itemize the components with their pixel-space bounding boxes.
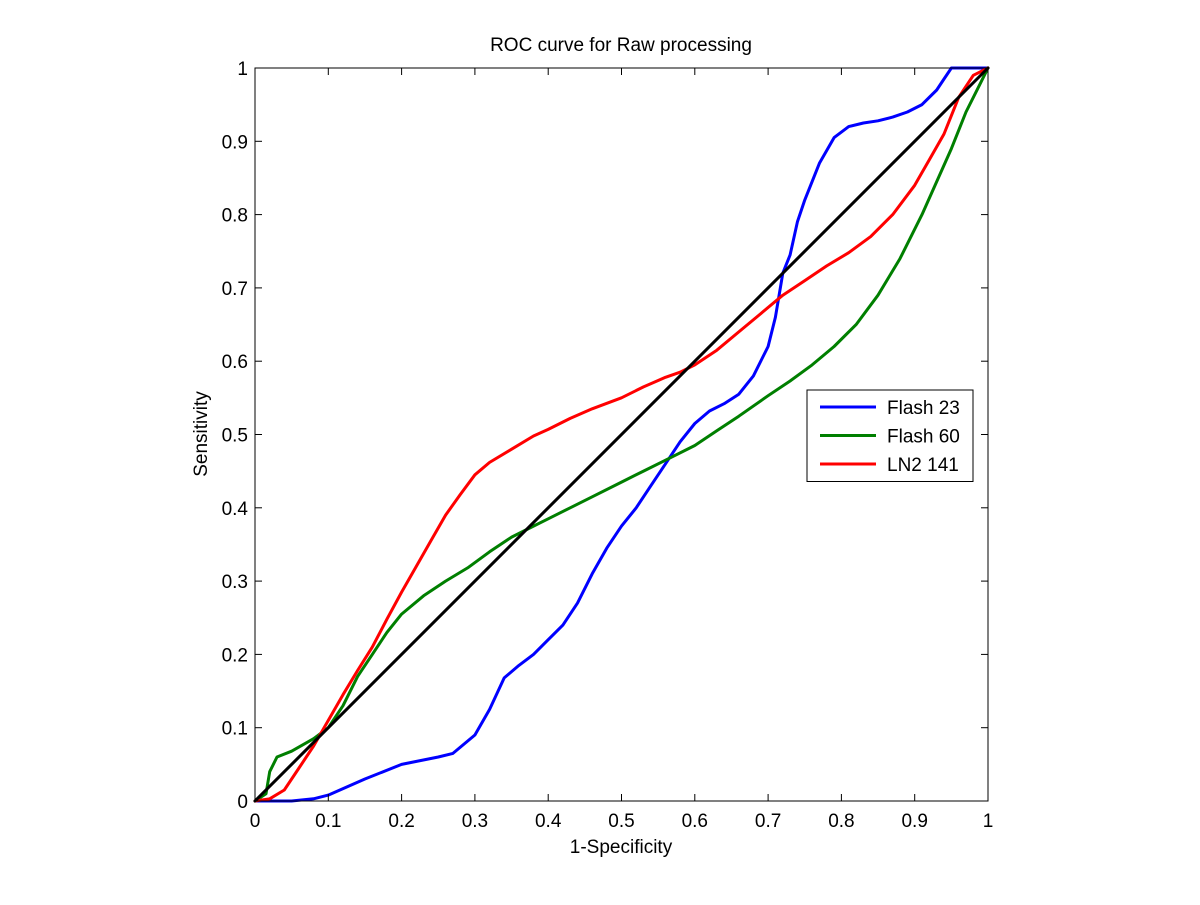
chart-title: ROC curve for Raw processing <box>490 35 752 56</box>
series-line-flash-23 <box>253 66 990 803</box>
x-tick-label: 0.8 <box>828 811 854 832</box>
series-line-ln2-141 <box>253 66 990 803</box>
x-tick-label: 0.4 <box>535 811 562 832</box>
y-axis-title: Sensitivity <box>191 391 212 477</box>
y-tick-label: 1 <box>237 59 248 80</box>
y-tick-label: 0.5 <box>222 426 248 447</box>
x-tick-label: 0.7 <box>755 811 781 832</box>
x-tick-label: 0.6 <box>682 811 708 832</box>
x-tick-label: 0.9 <box>901 811 927 832</box>
legend-label-flash-60: Flash 60 <box>887 427 960 448</box>
y-tick-label: 0.3 <box>222 572 248 593</box>
y-tick-label: 0.2 <box>222 645 248 666</box>
x-tick-label: 0.5 <box>608 811 634 832</box>
x-tick-label: 1 <box>983 811 994 832</box>
legend-label-ln2-141: LN2 141 <box>887 455 959 476</box>
y-tick-label: 0.6 <box>222 352 248 373</box>
y-tick-label: 0.1 <box>222 719 248 740</box>
x-tick-label: 0.2 <box>388 811 414 832</box>
y-tick-label: 0.7 <box>222 279 248 300</box>
y-tick-label: 0.9 <box>222 132 248 153</box>
series-line-reference-diagonal <box>253 66 990 803</box>
plot-area: 0 0.1 0.2 0.3 0.4 0.5 0.6 0.7 0.8 0.9 1 0 0.1 0.2 0.3 0… <box>222 59 994 832</box>
y-tick-label: 0.8 <box>222 206 248 227</box>
x-tick-label: 0.1 <box>315 811 341 832</box>
legend-label-flash-23: Flash 23 <box>887 398 960 419</box>
x-tick-label: 0 <box>250 811 261 832</box>
y-tick-label: 0 <box>237 792 248 813</box>
x-axis-title: 1-Specificity <box>570 837 673 858</box>
series-line-flash-60 <box>253 66 990 803</box>
y-tick-label: 0.4 <box>222 499 249 520</box>
x-tick-label: 0.3 <box>462 811 488 832</box>
